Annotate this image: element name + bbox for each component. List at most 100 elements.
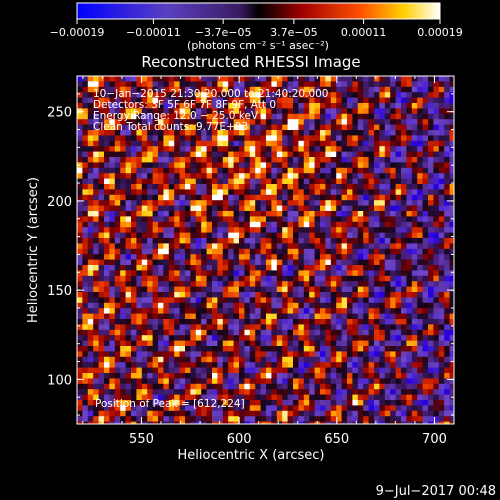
heatmap-cell: [212, 405, 218, 412]
heatmap-cell: [239, 92, 245, 98]
heatmap-cell: [98, 270, 105, 277]
heatmap-cell: [222, 103, 229, 109]
heatmap-cell: [87, 313, 94, 320]
heatmap-cell: [125, 351, 132, 358]
heatmap-cell: [93, 151, 99, 158]
heatmap-cell: [136, 308, 143, 314]
heatmap-cell: [136, 119, 143, 125]
heatmap-cell: [206, 281, 213, 287]
heatmap-cell: [379, 356, 386, 363]
heatmap-cell: [120, 238, 126, 244]
heatmap-cell: [314, 81, 321, 88]
heatmap-cell: [368, 76, 375, 82]
heatmap-cell: [298, 400, 305, 406]
heatmap-cell: [233, 238, 240, 244]
heatmap-cell: [449, 124, 454, 131]
heatmap-cell: [260, 167, 267, 174]
heatmap-cell: [417, 416, 423, 422]
heatmap-cell: [120, 362, 126, 368]
heatmap-cell: [212, 130, 218, 136]
heatmap-cell: [422, 238, 429, 244]
heatmap-cell: [352, 405, 359, 412]
heatmap-cell: [428, 86, 434, 93]
heatmap-cell: [438, 86, 445, 93]
heatmap-cell: [363, 151, 369, 158]
heatmap-cell: [417, 178, 423, 185]
heatmap-cell: [271, 421, 278, 424]
heatmap-cell: [249, 378, 256, 385]
heatmap-cell: [249, 189, 256, 196]
heatmap-cell: [357, 275, 364, 282]
heatmap-cell: [293, 356, 299, 363]
heatmap-cell: [341, 286, 348, 293]
heatmap-cell: [444, 383, 450, 390]
heatmap-cell: [417, 383, 423, 390]
heatmap-cell: [179, 367, 186, 374]
heatmap-cell: [293, 410, 299, 417]
heatmap-cell: [233, 367, 240, 374]
heatmap-cell: [384, 178, 391, 185]
heatmap-cell: [201, 313, 207, 320]
heatmap-cell: [336, 157, 342, 163]
heatmap-cell: [179, 421, 186, 424]
heatmap-cell: [266, 108, 272, 115]
heatmap-cell: [185, 238, 191, 244]
heatmap-cell: [206, 410, 213, 417]
heatmap-cell: [212, 162, 218, 169]
heatmap-cell: [374, 86, 380, 93]
heatmap-cell: [120, 216, 126, 223]
heatmap-cell: [314, 162, 321, 169]
heatmap-cell: [433, 254, 440, 260]
heatmap-cell: [433, 184, 440, 190]
heatmap-cell: [357, 216, 364, 223]
heatmap-cell: [422, 76, 429, 82]
heatmap-cell: [303, 92, 310, 98]
heatmap-cell: [336, 281, 342, 287]
heatmap-cell: [195, 421, 202, 424]
heatmap-cell: [82, 184, 89, 190]
heatmap-cell: [395, 405, 402, 412]
heatmap-cell: [357, 211, 364, 217]
heatmap-cell: [449, 146, 454, 152]
heatmap-cell: [260, 275, 267, 282]
heatmap-cell: [179, 243, 186, 250]
heatmap-cell: [357, 92, 364, 98]
heatmap-cell: [352, 108, 359, 115]
heatmap-cell: [444, 281, 450, 287]
heatmap-cell: [217, 400, 224, 406]
heatmap-cell: [276, 243, 283, 250]
heatmap-cell: [228, 389, 234, 395]
heatmap-cell: [276, 383, 283, 390]
heatmap-cell: [82, 211, 89, 217]
heatmap-cell: [147, 248, 153, 255]
heatmap-cell: [174, 157, 180, 163]
heatmap-cell: [131, 130, 137, 136]
heatmap-cell: [298, 157, 305, 163]
heatmap-cell: [363, 378, 369, 385]
heatmap-cell: [422, 157, 429, 163]
heatmap-cell: [77, 319, 83, 325]
heatmap-cell: [314, 351, 321, 358]
heatmap-cell: [244, 151, 251, 158]
heatmap-cell: [136, 405, 143, 412]
heatmap-cell: [206, 275, 213, 282]
heatmap-cell: [120, 130, 126, 136]
heatmap-cell: [330, 410, 337, 417]
heatmap-cell: [109, 319, 116, 325]
heatmap-cell: [293, 275, 299, 282]
heatmap-cell: [82, 275, 89, 282]
heatmap-cell: [147, 421, 153, 424]
heatmap-cell: [379, 178, 386, 185]
heatmap-cell: [314, 362, 321, 368]
heatmap-cell: [438, 194, 445, 201]
heatmap-cell: [98, 405, 105, 412]
heatmap-cell: [384, 351, 391, 358]
heatmap-cell: [417, 265, 423, 271]
heatmap-cell: [82, 167, 89, 174]
heatmap-cell: [384, 189, 391, 196]
heatmap-cell: [260, 178, 267, 185]
heatmap-cell: [174, 205, 180, 212]
heatmap-cell: [422, 200, 429, 206]
heatmap-cell: [266, 113, 272, 120]
heatmap-cell: [357, 151, 364, 158]
